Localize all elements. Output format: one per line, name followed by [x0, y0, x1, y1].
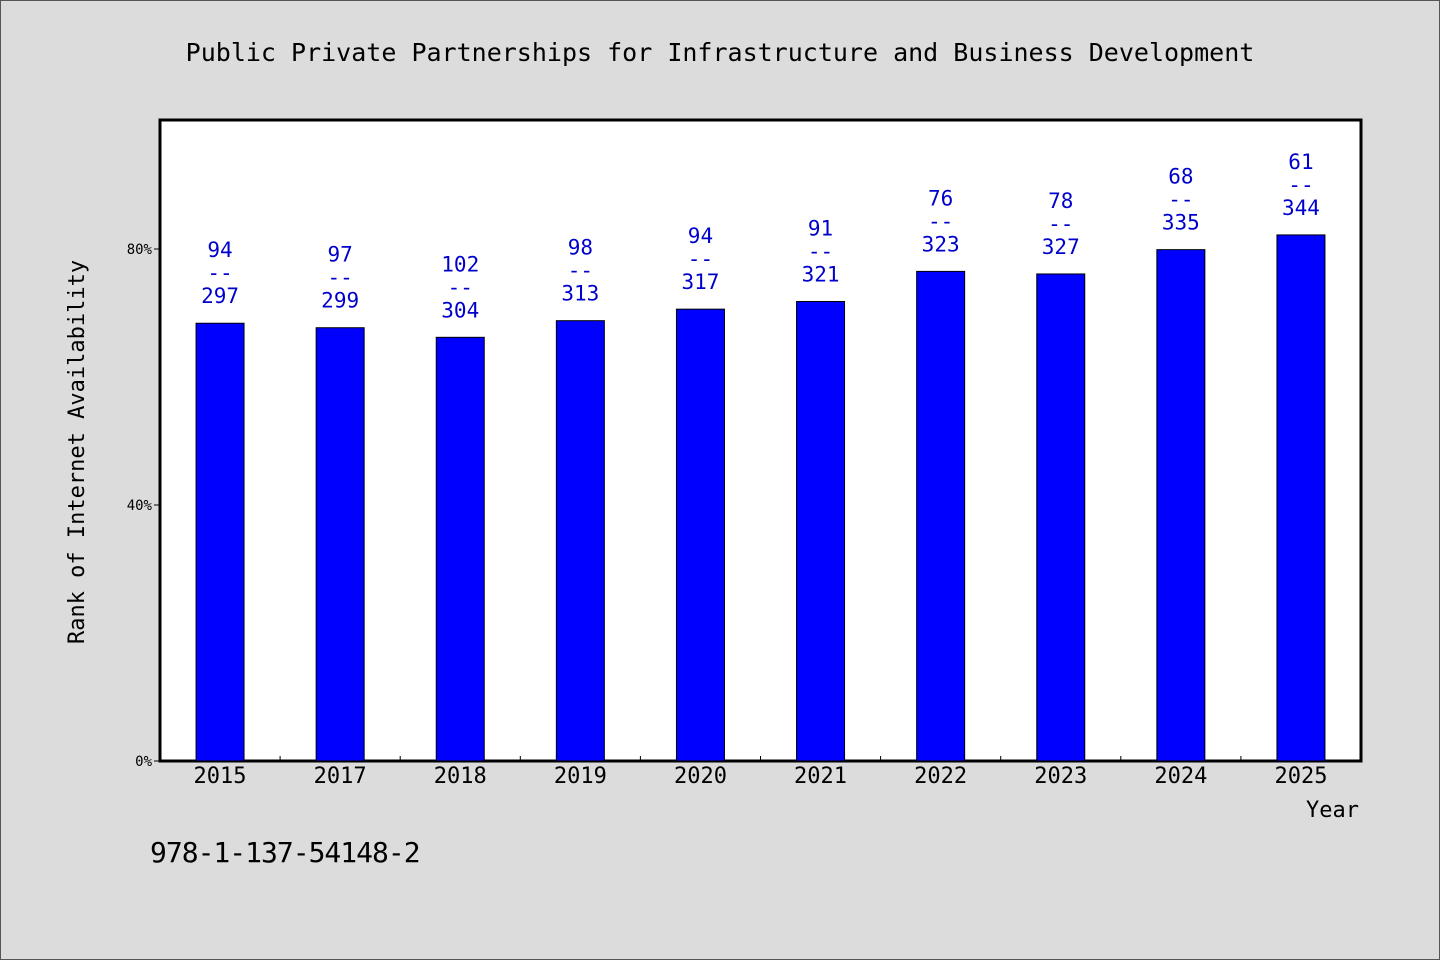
bar-label-bottom-2015: 297 — [201, 284, 239, 308]
bar-label-top-2015: 94 — [207, 238, 232, 262]
x-tick-label-2023: 2023 — [1034, 764, 1087, 789]
y-axis: 0% 40% 80% — [127, 242, 160, 770]
x-tick-label-2024: 2024 — [1154, 764, 1207, 789]
bar-label-sep-2015: -- — [207, 261, 232, 285]
chart-title: Public Private Partnerships for Infrastr… — [186, 38, 1255, 67]
bar-label-sep-2019: -- — [568, 259, 593, 283]
bar-label-top-2020: 94 — [688, 224, 713, 248]
bar-label-bottom-2021: 321 — [802, 262, 840, 286]
bar-label-top-2024: 68 — [1168, 165, 1193, 189]
bar-label-bottom-2022: 323 — [922, 232, 960, 256]
x-tick-label-2015: 2015 — [194, 764, 247, 789]
x-tick-label-2022: 2022 — [914, 764, 967, 789]
bar-label-top-2022: 76 — [928, 186, 953, 210]
bar-label-bottom-2020: 317 — [681, 270, 719, 294]
x-tick-label-2025: 2025 — [1274, 764, 1327, 789]
bar-label-bottom-2023: 327 — [1042, 235, 1080, 259]
bar-2019 — [555, 320, 605, 762]
y-tick-label-80: 80% — [127, 242, 153, 258]
y-tick-label-40: 40% — [127, 498, 153, 514]
bar-labels-group: 94--29797--299102--30498--31394--31791--… — [201, 150, 1320, 322]
x-axis: 2015 2017 2018 2019 2020 2021 2022 2023 2024 2025 — [194, 756, 1327, 789]
bar-label-sep-2021: -- — [808, 239, 833, 263]
bar-2021 — [796, 300, 846, 762]
isbn-caption: 978-1-137-54148-2 — [150, 836, 421, 869]
y-tick-label-0: 0% — [135, 754, 152, 770]
y-axis-label: Rank of Internet Availability — [65, 260, 90, 644]
x-tick-label-2020: 2020 — [674, 764, 727, 789]
bar-2022 — [916, 270, 966, 762]
bar-label-bottom-2024: 335 — [1162, 211, 1200, 235]
bar-label-bottom-2025: 344 — [1282, 196, 1320, 220]
bar-label-sep-2024: -- — [1168, 188, 1193, 212]
bar-2024 — [1156, 249, 1206, 762]
x-tick-label-2017: 2017 — [314, 764, 367, 789]
bar-label-bottom-2017: 299 — [321, 289, 359, 313]
bar-2018 — [435, 336, 485, 762]
bar-label-sep-2025: -- — [1288, 173, 1313, 197]
bar-2025 — [1276, 234, 1326, 762]
x-tick-label-2018: 2018 — [434, 764, 487, 789]
bars-group — [195, 234, 1326, 762]
x-axis-label: Year — [1306, 798, 1359, 823]
bar-label-top-2021: 91 — [808, 216, 833, 240]
bar-label-bottom-2018: 304 — [441, 298, 479, 322]
bar-2017 — [315, 327, 365, 762]
bar-label-sep-2023: -- — [1048, 212, 1073, 236]
x-tick-label-2019: 2019 — [554, 764, 607, 789]
bar-2023 — [1036, 273, 1086, 762]
bar-label-sep-2017: -- — [328, 266, 353, 290]
bar-label-top-2017: 97 — [328, 243, 353, 267]
bar-label-bottom-2019: 313 — [561, 282, 599, 306]
bar-label-sep-2018: -- — [448, 275, 473, 299]
bar-label-top-2023: 78 — [1048, 189, 1073, 213]
bar-label-sep-2020: -- — [688, 247, 713, 271]
bar-label-top-2025: 61 — [1288, 150, 1313, 174]
bar-label-top-2018: 102 — [441, 252, 479, 276]
bar-2020 — [675, 308, 725, 762]
x-tick-label-2021: 2021 — [794, 764, 847, 789]
bar-label-sep-2022: -- — [928, 209, 953, 233]
bar-label-top-2019: 98 — [568, 236, 593, 260]
bar-2015 — [195, 322, 245, 762]
